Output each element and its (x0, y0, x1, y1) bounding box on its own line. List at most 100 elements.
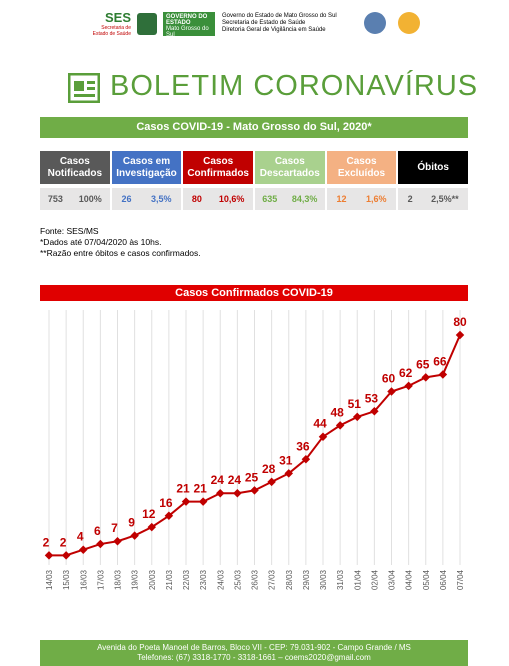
subtitle-bar: Casos COVID-19 - Mato Grosso do Sul, 202… (40, 117, 468, 138)
note: Fonte: SES/MS (40, 226, 99, 236)
x-tick-label: 27/03 (268, 569, 277, 590)
ses-text: SES (104, 10, 131, 25)
data-label: 9 (128, 516, 135, 530)
gov-text: Governo do Estado de Mato Grosso do Sul … (222, 13, 337, 34)
data-label: 36 (296, 439, 310, 453)
value: 2,5%** (431, 194, 459, 204)
value-cell: 26 3,5% (111, 188, 182, 210)
data-label: 21 (176, 482, 190, 496)
x-tick-label: 16/03 (79, 569, 88, 590)
x-tick-label: 15/03 (62, 569, 71, 590)
data-label: 2 (60, 535, 67, 549)
header-cell: Óbitos (398, 151, 468, 184)
footer: Avenida do Poeta Manoel de Barros, Bloco… (40, 640, 468, 666)
value: 80 (191, 194, 202, 204)
point (181, 497, 191, 506)
header-cell: Casos Confirmados (183, 151, 253, 184)
header-cell: Casos em Investigação (111, 151, 182, 184)
x-tick-label: 31/03 (336, 569, 345, 590)
x-tick-label: 21/03 (165, 569, 174, 590)
value-cell: 2 2,5%** (398, 188, 468, 210)
x-tick-label: 14/03 (45, 569, 54, 590)
data-label: 24 (211, 473, 225, 487)
footer-line: Telefones: (67) 3318-1770 - 3318-1661 – … (137, 653, 371, 662)
summary-table: Casos Notificados Casos em Investigação … (40, 151, 468, 210)
x-tick-label: 04/04 (405, 569, 414, 590)
point (353, 412, 362, 422)
data-label: 51 (348, 397, 362, 411)
gov-title: GOVERNO DO ESTADO (166, 14, 208, 26)
footer-line: Avenida do Poeta Manoel de Barros, Bloco… (97, 643, 411, 652)
data-label: 6 (94, 524, 101, 538)
data-label: 65 (416, 357, 430, 371)
data-label: 28 (262, 462, 276, 476)
x-tick-label: 01/04 (353, 569, 362, 590)
x-tick-label: 30/03 (319, 569, 328, 590)
point (335, 421, 345, 430)
ses-sub: Secretaria de Estado de Saúde (92, 25, 131, 37)
data-label: 4 (77, 530, 84, 544)
title: BOLETIM CORONAVÍRUS (110, 70, 479, 102)
x-tick-label: 18/03 (114, 569, 123, 590)
x-tick-label: 06/04 (439, 569, 448, 590)
point (404, 381, 413, 391)
value: 2 (407, 194, 413, 204)
notes: Fonte: SES/MS *Dados até 07/04/2020 às 1… (40, 226, 201, 259)
note: **Razão entre óbitos e casos confirmados… (40, 248, 201, 258)
data-label: 48 (330, 405, 344, 419)
gov-line: Governo do Estado de Mato Grosso do Sul (222, 13, 337, 19)
value: 753 (47, 194, 63, 204)
x-tick-label: 05/04 (422, 569, 431, 590)
emblem (398, 12, 420, 34)
point (198, 497, 208, 506)
point (250, 486, 259, 495)
point (113, 536, 122, 546)
x-tick-label: 23/03 (199, 569, 208, 590)
chart-title: Casos Confirmados COVID-19 (40, 285, 468, 301)
data-label: 24 (228, 473, 242, 487)
point (267, 477, 276, 487)
point (96, 539, 105, 549)
value: 26 (121, 194, 132, 204)
x-tick-label: 19/03 (131, 569, 140, 590)
x-tick-label: 17/03 (96, 569, 105, 590)
x-tick-label: 29/03 (302, 569, 311, 590)
data-label: 31 (279, 453, 293, 467)
point (233, 488, 242, 498)
value: 3,5% (151, 194, 172, 204)
ses-logo: SES Secretaria de Estado de Saúde (85, 10, 131, 37)
value: 100% (78, 194, 102, 204)
data-label: 66 (433, 355, 447, 369)
ms-crest (137, 13, 157, 35)
x-tick-label: 25/03 (233, 569, 242, 590)
data-label: 7 (111, 521, 118, 535)
value: 1,6% (366, 194, 387, 204)
point (216, 488, 225, 498)
data-label: 53 (365, 391, 379, 405)
value-cell: 635 84,3% (254, 188, 325, 210)
title-icon (68, 73, 100, 103)
point (421, 373, 430, 382)
value-cell: 80 10,6% (183, 188, 253, 210)
point (130, 531, 139, 540)
point (79, 545, 88, 554)
value: 12 (336, 194, 347, 204)
data-label: 80 (453, 315, 467, 329)
x-tick-label: 24/03 (216, 569, 225, 590)
data-label: 12 (142, 507, 156, 521)
value: 84,3% (291, 194, 318, 204)
point (318, 432, 328, 441)
value-cell: 753 100% (40, 188, 110, 210)
point (284, 469, 293, 478)
gov-line: Diretoria Geral de Vigilância em Saúde (222, 27, 326, 33)
note: *Dados até 07/04/2020 às 10hs. (40, 237, 162, 247)
header-cell: Casos Descartados (254, 151, 325, 184)
x-tick-label: 28/03 (285, 569, 294, 590)
gov-line: Secretaria de Estado de Saúde (222, 20, 306, 26)
data-label: 60 (382, 372, 396, 386)
data-label: 21 (193, 482, 207, 496)
value: 10,6% (218, 194, 245, 204)
point (455, 330, 465, 340)
